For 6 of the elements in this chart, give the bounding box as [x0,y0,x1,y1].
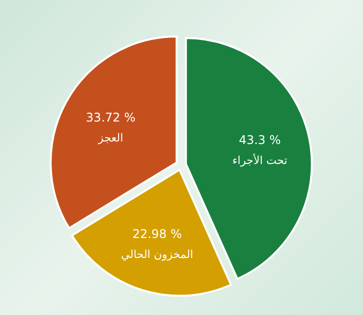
data-label: 43.3 % [238,133,281,148]
data-label: 22.98 % [132,226,182,241]
data-label: 33.72 % [86,110,136,125]
slice-label: العجز [97,132,124,145]
slice-label: المخزون الحالي [120,248,194,261]
slice-label: تحت الأجراء [232,153,288,168]
